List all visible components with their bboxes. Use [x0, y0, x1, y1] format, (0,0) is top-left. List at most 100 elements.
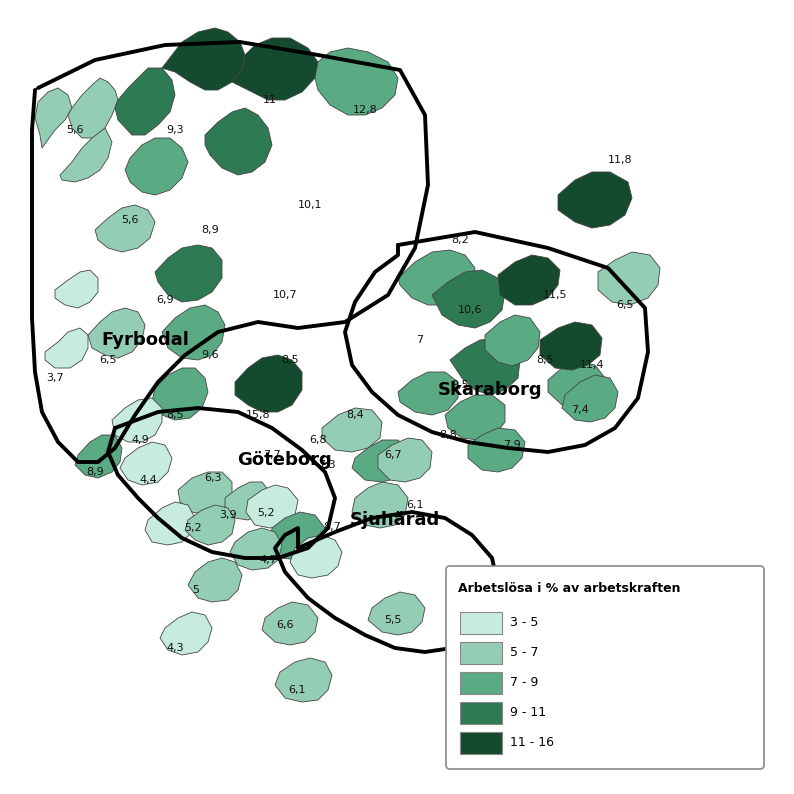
Polygon shape — [112, 398, 162, 442]
Polygon shape — [368, 592, 425, 635]
Text: 8,5: 8,5 — [166, 410, 184, 420]
Text: 5,6: 5,6 — [121, 215, 139, 225]
Polygon shape — [178, 472, 232, 515]
Bar — [460, 672, 502, 694]
Bar — [460, 612, 502, 634]
Text: 6,5: 6,5 — [616, 300, 634, 310]
Text: 5 - 7: 5 - 7 — [510, 646, 538, 660]
Polygon shape — [290, 535, 342, 578]
Polygon shape — [145, 502, 195, 545]
Text: 7: 7 — [416, 335, 423, 345]
Polygon shape — [120, 442, 172, 485]
Text: 6,6: 6,6 — [276, 620, 294, 630]
Text: 6,3: 6,3 — [204, 473, 222, 483]
Text: 8,9: 8,9 — [201, 225, 219, 235]
Polygon shape — [246, 485, 298, 528]
Polygon shape — [352, 440, 410, 482]
FancyBboxPatch shape — [446, 566, 764, 769]
Polygon shape — [485, 315, 540, 366]
Text: 9 - 11: 9 - 11 — [510, 707, 546, 719]
Text: 4,3: 4,3 — [166, 643, 184, 653]
Text: 5: 5 — [192, 585, 199, 595]
Polygon shape — [562, 375, 618, 422]
Text: 8,9: 8,9 — [86, 467, 104, 477]
Polygon shape — [188, 558, 242, 602]
Text: 8,2: 8,2 — [451, 235, 469, 245]
Polygon shape — [235, 355, 302, 412]
Text: 6,9: 6,9 — [156, 295, 174, 305]
Polygon shape — [598, 252, 660, 305]
Polygon shape — [162, 28, 245, 90]
Text: 12,8: 12,8 — [353, 105, 377, 115]
Polygon shape — [160, 612, 212, 655]
Bar — [460, 702, 502, 724]
Text: 4,7: 4,7 — [259, 555, 277, 565]
Text: 5,5: 5,5 — [384, 615, 402, 625]
Polygon shape — [262, 602, 318, 645]
Text: 15,8: 15,8 — [245, 410, 270, 420]
Text: Sjuhärad: Sjuhärad — [350, 511, 440, 529]
Polygon shape — [55, 270, 98, 308]
Text: 6,5: 6,5 — [99, 355, 117, 365]
Text: 6,1: 6,1 — [288, 685, 306, 695]
Text: Arbetslösa i % av arbetskraften: Arbetslösa i % av arbetskraften — [458, 582, 680, 595]
Polygon shape — [450, 338, 520, 395]
Text: Fyrbodal: Fyrbodal — [101, 331, 189, 349]
Text: 5,2: 5,2 — [257, 508, 275, 518]
Text: 9,5: 9,5 — [451, 380, 468, 390]
Polygon shape — [225, 482, 270, 520]
Text: 5,2: 5,2 — [184, 523, 202, 533]
Polygon shape — [398, 372, 458, 415]
Text: 6,8: 6,8 — [309, 435, 327, 445]
Polygon shape — [95, 205, 155, 252]
Text: 7 - 9: 7 - 9 — [510, 676, 538, 689]
Text: 11: 11 — [263, 95, 277, 105]
Text: 7,3: 7,3 — [318, 460, 336, 470]
Polygon shape — [45, 328, 88, 368]
Text: 11,4: 11,4 — [580, 360, 604, 370]
Polygon shape — [185, 505, 235, 545]
Polygon shape — [432, 270, 505, 328]
Polygon shape — [322, 408, 382, 452]
Text: 10,6: 10,6 — [458, 305, 482, 315]
Polygon shape — [155, 245, 222, 302]
Polygon shape — [88, 308, 145, 358]
Polygon shape — [352, 482, 408, 528]
Polygon shape — [275, 658, 332, 702]
Text: 3,9: 3,9 — [219, 510, 237, 520]
Bar — [460, 732, 502, 754]
Text: 11 - 16: 11 - 16 — [510, 737, 554, 750]
Polygon shape — [498, 255, 560, 305]
Text: 9,6: 9,6 — [201, 350, 219, 360]
Polygon shape — [60, 128, 112, 182]
Text: 8,4: 8,4 — [346, 410, 364, 420]
Bar — [460, 642, 502, 664]
Text: 6,1: 6,1 — [407, 500, 424, 510]
Text: 7,4: 7,4 — [571, 405, 589, 415]
Text: 5,6: 5,6 — [66, 125, 83, 135]
Polygon shape — [270, 512, 325, 560]
Text: 8,8: 8,8 — [439, 430, 457, 440]
Text: 11,8: 11,8 — [607, 155, 632, 165]
Polygon shape — [205, 108, 272, 175]
Polygon shape — [75, 435, 122, 478]
Polygon shape — [68, 78, 118, 138]
Text: 3,7: 3,7 — [46, 373, 64, 383]
Text: Göteborg: Göteborg — [237, 451, 333, 469]
Polygon shape — [232, 38, 318, 100]
Polygon shape — [398, 250, 475, 305]
Polygon shape — [445, 395, 505, 440]
Polygon shape — [468, 428, 525, 472]
Text: 7,7: 7,7 — [263, 450, 281, 460]
Text: 9,3: 9,3 — [166, 125, 184, 135]
Polygon shape — [152, 368, 208, 420]
Polygon shape — [548, 362, 605, 408]
Text: 8,5: 8,5 — [536, 355, 553, 365]
Polygon shape — [315, 48, 398, 115]
Polygon shape — [378, 438, 432, 482]
Text: 8,7: 8,7 — [323, 522, 341, 532]
Polygon shape — [125, 138, 188, 195]
Polygon shape — [230, 528, 282, 570]
Polygon shape — [558, 172, 632, 228]
Polygon shape — [35, 88, 72, 148]
